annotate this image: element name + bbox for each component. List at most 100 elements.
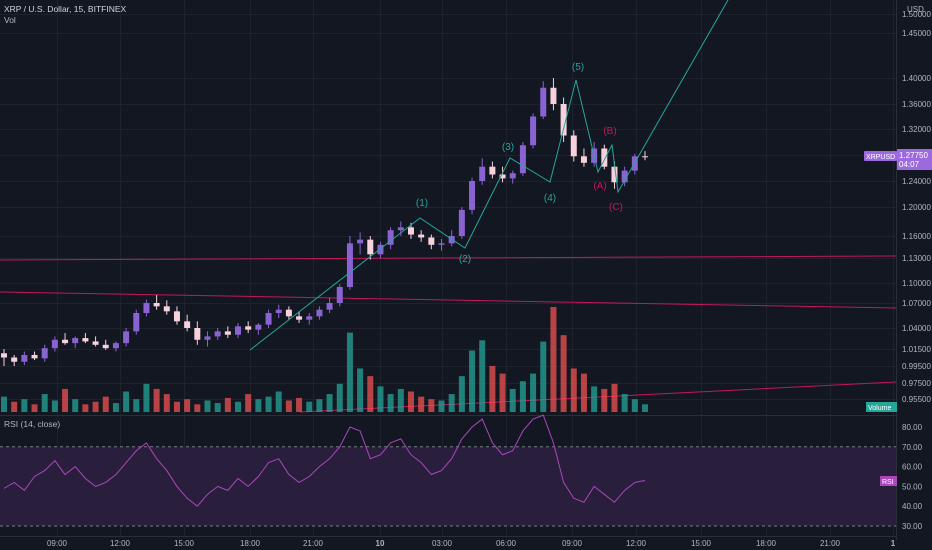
candle-body [540, 87, 547, 117]
price-tick-label: 1.16000 [902, 232, 931, 241]
candle-body [438, 243, 445, 245]
candle-body [458, 209, 465, 236]
rsi-tick-label: 50.00 [902, 482, 923, 491]
candle-body [367, 239, 374, 255]
time-tick-label: 12:00 [110, 539, 131, 548]
candle-body [112, 343, 119, 349]
wave-label[interactable]: (C) [609, 202, 623, 213]
price-tick-label: 1.07000 [902, 299, 931, 308]
candle-body [509, 173, 516, 179]
trendline[interactable] [0, 255, 897, 261]
time-tick-label: 21:00 [303, 539, 324, 548]
volume-bar [204, 400, 211, 412]
rsi-title[interactable]: RSI (14, close) [4, 419, 60, 429]
volume-bar [438, 400, 445, 412]
volume-bar [224, 397, 231, 412]
volume-indicator-title[interactable]: Vol [4, 15, 16, 25]
candle-body [41, 348, 48, 359]
wave-label[interactable]: (A) [593, 181, 606, 192]
candle-body [153, 303, 160, 307]
candle-body [184, 321, 191, 328]
price-tick-label: 1.04000 [902, 324, 931, 333]
wave-label[interactable]: (1) [416, 198, 428, 209]
trendlines[interactable] [0, 255, 897, 413]
wave-label[interactable]: (B) [603, 126, 616, 137]
volume-bar [41, 394, 48, 412]
candle-body [621, 170, 628, 183]
volume-bar [407, 391, 414, 412]
volume-bar [611, 383, 618, 412]
time-tick-label: 18:00 [756, 539, 777, 548]
price-tick-label: 1.32000 [902, 125, 931, 134]
time-tick-label: 21:00 [820, 539, 841, 548]
volume-bar [621, 394, 628, 412]
candle-body [377, 244, 384, 255]
volume-bar [428, 399, 435, 412]
rsi-badge-label: RSI [882, 479, 894, 486]
price-axis-bg[interactable] [896, 0, 932, 550]
candle-body [224, 331, 231, 335]
candle-body [265, 313, 272, 325]
wave-label[interactable]: (4) [544, 193, 556, 204]
candle-body [235, 326, 242, 335]
rsi-tick-label: 70.00 [902, 443, 923, 452]
volume-bar [377, 386, 384, 412]
currency-label: USD [907, 5, 924, 14]
candle-body [163, 306, 170, 312]
trendline[interactable] [0, 291, 897, 309]
price-tick-label: 1.20000 [902, 203, 931, 212]
volume-bar [265, 396, 272, 412]
rsi-pane [0, 414, 896, 527]
volume-bar [489, 365, 496, 412]
wave-label[interactable]: (5) [572, 62, 584, 73]
candle-body [51, 339, 58, 349]
volume-bar [275, 391, 282, 412]
volume-badge-label: Volume [868, 405, 891, 412]
rsi-line [3, 414, 646, 507]
wave-label[interactable]: (2) [459, 254, 471, 265]
price-tick-label: 0.95500 [902, 395, 931, 404]
volume-bar [448, 394, 455, 412]
volume-bar [458, 376, 465, 412]
volume-bar [418, 396, 425, 412]
elliott-wave[interactable]: (1) (2) (3) (4) (5) (A) (B) (C) [249, 0, 729, 351]
candle-body [397, 227, 404, 231]
candle-body [407, 227, 414, 235]
candle-body [72, 338, 79, 344]
time-axis[interactable]: 09:00 12:00 15:00 18:00 21:00 10 03:00 06:00 09:… [47, 539, 896, 548]
candle-body [194, 328, 201, 340]
candle-body [123, 331, 130, 344]
rsi-axis[interactable]: 80.00 70.00 60.00 50.00 40.00 30.00 [902, 423, 923, 531]
candle-body [580, 156, 587, 163]
price-tick-label: 1.10000 [902, 279, 931, 288]
price-tick-label: 1.45000 [902, 29, 931, 38]
price-tick-label: 1.40000 [902, 74, 931, 83]
rsi-badge [880, 476, 897, 486]
volume-bar [601, 388, 608, 412]
time-tick-label: 12:00 [626, 539, 647, 548]
candle-body [62, 339, 69, 344]
corrective-wave-line[interactable] [575, 0, 729, 194]
candle-body [601, 148, 608, 167]
volume-bar [316, 399, 323, 412]
volume-bar [1, 396, 7, 412]
time-tick-label: 06:00 [496, 539, 517, 548]
candle-body [530, 116, 537, 146]
volume-bar [631, 399, 638, 412]
price-tick-label: 0.97500 [902, 379, 931, 388]
wave-label[interactable]: (3) [502, 142, 514, 153]
price-tick-label: 1.36000 [902, 100, 931, 109]
impulse-wave-line[interactable] [249, 79, 577, 351]
candle-body [82, 338, 89, 342]
time-tick-label: 09:00 [562, 539, 583, 548]
volume-bar [570, 368, 577, 412]
volume-badge [866, 402, 897, 412]
rsi-band [0, 446, 896, 526]
volume-bar [357, 368, 364, 412]
volume-bar [306, 401, 313, 412]
volume-bars [1, 307, 648, 412]
volume-bar [235, 401, 242, 412]
candle-body [570, 135, 577, 157]
candle-body [560, 104, 567, 136]
